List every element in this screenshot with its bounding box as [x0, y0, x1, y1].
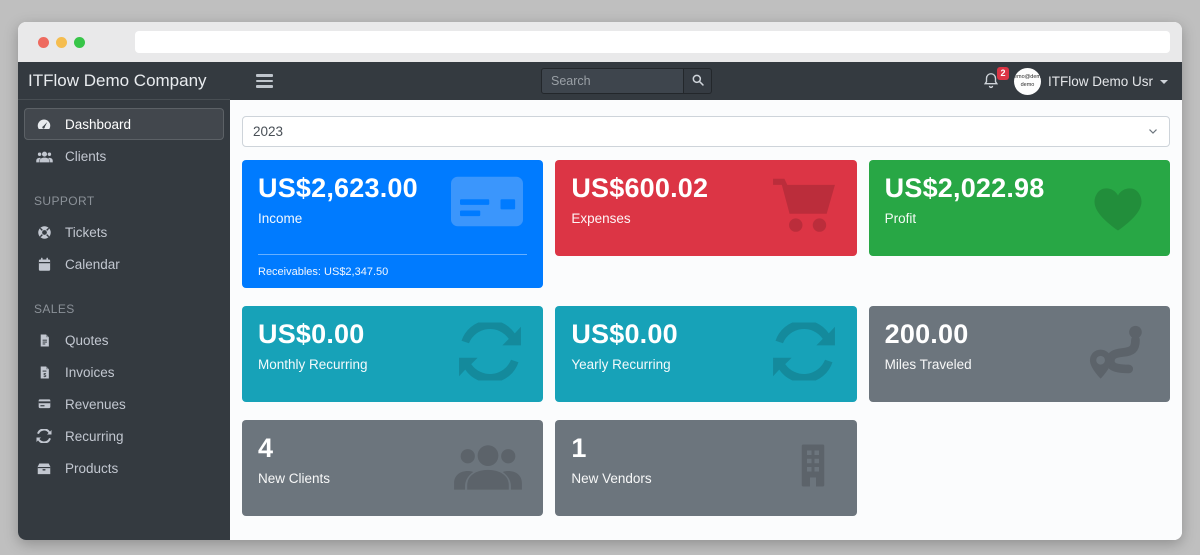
monthly-recurring-card[interactable]: US$0.00 Monthly Recurring	[242, 306, 544, 402]
sidebar-item-label: Dashboard	[65, 116, 132, 132]
card-value: 200.00	[884, 319, 969, 349]
close-button[interactable]	[38, 36, 49, 48]
sidebar-item-label: Revenues	[65, 396, 126, 412]
dashboard-content: 2023 US$2,623.00 Income Receivables	[230, 100, 1182, 540]
users-icon	[35, 148, 53, 164]
file-invoice-dollar-icon: $	[35, 364, 53, 380]
card-label: New Clients	[258, 471, 331, 486]
zoom-button[interactable]	[74, 36, 85, 48]
browser-window: ITFlow Demo Company Dashboard Clients SU…	[18, 22, 1182, 540]
calendar-icon	[35, 256, 53, 272]
search-icon	[691, 73, 705, 90]
traffic-lights	[38, 36, 85, 48]
sidebar-item-label: Products	[65, 460, 119, 476]
card-label: New Vendors	[571, 471, 652, 486]
sidebar-item-calendar[interactable]: Calendar	[24, 248, 224, 280]
sidebar-section-support: SUPPORT	[34, 194, 95, 208]
card-value: US$0.00	[258, 319, 365, 349]
sidebar-item-dashboard[interactable]: Dashboard	[24, 108, 224, 140]
brand-title: ITFlow Demo Company	[18, 62, 230, 100]
sidebar-item-label: Tickets	[65, 224, 108, 240]
new-clients-card[interactable]: 4 New Clients	[242, 420, 544, 516]
new-vendors-card[interactable]: 1 New Vendors	[555, 420, 857, 516]
user-menu[interactable]: demo@demo demo ITFlow Demo Usr	[1013, 67, 1168, 95]
sidebar-item-label: Recurring	[65, 428, 124, 444]
yearly-recurring-card[interactable]: US$0.00 Yearly Recurring	[555, 306, 857, 402]
sidebar-item-quotes[interactable]: Quotes	[24, 324, 224, 356]
search-group	[541, 68, 712, 94]
miles-traveled-card[interactable]: 200.00 Miles Traveled	[868, 306, 1170, 402]
year-select[interactable]: 2023	[242, 116, 1170, 147]
user-name: ITFlow Demo Usr	[1047, 73, 1153, 89]
building-icon	[789, 437, 837, 500]
card-label: Expenses	[571, 211, 631, 226]
search-input[interactable]	[541, 68, 684, 94]
card-value: US$0.00	[571, 319, 678, 349]
url-bar[interactable]	[135, 31, 1170, 53]
avatar-text: demo@demo	[1013, 73, 1041, 80]
sidebar-item-invoices[interactable]: $ Invoices	[24, 356, 224, 388]
tachometer-icon	[35, 116, 53, 132]
sidebar-item-products[interactable]: Products	[24, 452, 224, 484]
box-icon	[35, 460, 53, 476]
sidebar-item-label: Clients	[65, 148, 107, 164]
card-footer: Receivables: US$2,347.50	[258, 254, 528, 288]
users-icon	[453, 439, 523, 498]
card-label: Profit	[884, 211, 917, 226]
heart-icon	[1086, 177, 1150, 240]
notification-badge: 2	[996, 67, 1009, 80]
card-value: 1	[571, 433, 587, 463]
card-value: 4	[258, 433, 274, 463]
sidebar-item-tickets[interactable]: Tickets	[24, 216, 224, 248]
sidebar-nav: Dashboard Clients SUPPORT Tickets	[18, 100, 230, 484]
svg-text:$: $	[43, 372, 46, 378]
notifications-button[interactable]: 2	[982, 67, 1009, 94]
card-value: US$2,623.00	[258, 173, 418, 203]
card-label: Yearly Recurring	[571, 357, 671, 372]
sync-icon	[771, 320, 837, 386]
bell-icon	[982, 73, 1000, 94]
search-button[interactable]	[684, 68, 712, 94]
credit-card-icon	[35, 396, 53, 412]
avatar: demo@demo demo	[1013, 67, 1041, 95]
topbar: 2 demo@demo demo ITFlow Demo Usr	[230, 62, 1182, 100]
credit-card-icon	[451, 175, 524, 234]
shopping-cart-icon	[771, 177, 837, 240]
sidebar-item-clients[interactable]: Clients	[24, 140, 224, 172]
sync-icon	[457, 320, 523, 386]
sidebar-item-label: Invoices	[65, 364, 115, 380]
life-ring-icon	[35, 224, 53, 240]
card-label: Miles Traveled	[884, 357, 972, 372]
sidebar-toggle-button[interactable]	[256, 74, 273, 88]
sidebar: ITFlow Demo Company Dashboard Clients SU…	[18, 62, 230, 540]
sidebar-item-label: Calendar	[65, 256, 120, 272]
income-card[interactable]: US$2,623.00 Income Receivables: US$2,347…	[242, 160, 544, 288]
chevron-down-icon	[1160, 80, 1168, 84]
sidebar-item-recurring[interactable]: Recurring	[24, 420, 224, 452]
card-label: Monthly Recurring	[258, 357, 368, 372]
avatar-text: demo	[1020, 81, 1035, 88]
card-value: US$2,022.98	[884, 173, 1045, 203]
minimize-button[interactable]	[56, 36, 67, 48]
card-label: Income	[258, 211, 303, 226]
app-root: ITFlow Demo Company Dashboard Clients SU…	[18, 62, 1182, 540]
route-icon	[1088, 323, 1150, 386]
stat-cards-grid: US$2,623.00 Income Receivables: US$2,347…	[242, 160, 1170, 516]
sync-icon	[35, 428, 53, 444]
file-quote-icon	[35, 332, 53, 348]
browser-chrome	[18, 22, 1182, 62]
sidebar-item-revenues[interactable]: Revenues	[24, 388, 224, 420]
sidebar-section-sales: SALES	[34, 302, 75, 316]
profit-card[interactable]: US$2,022.98 Profit	[868, 160, 1170, 256]
sidebar-item-label: Quotes	[65, 332, 109, 348]
expenses-card[interactable]: US$600.02 Expenses	[555, 160, 857, 256]
card-value: US$600.02	[571, 173, 709, 203]
